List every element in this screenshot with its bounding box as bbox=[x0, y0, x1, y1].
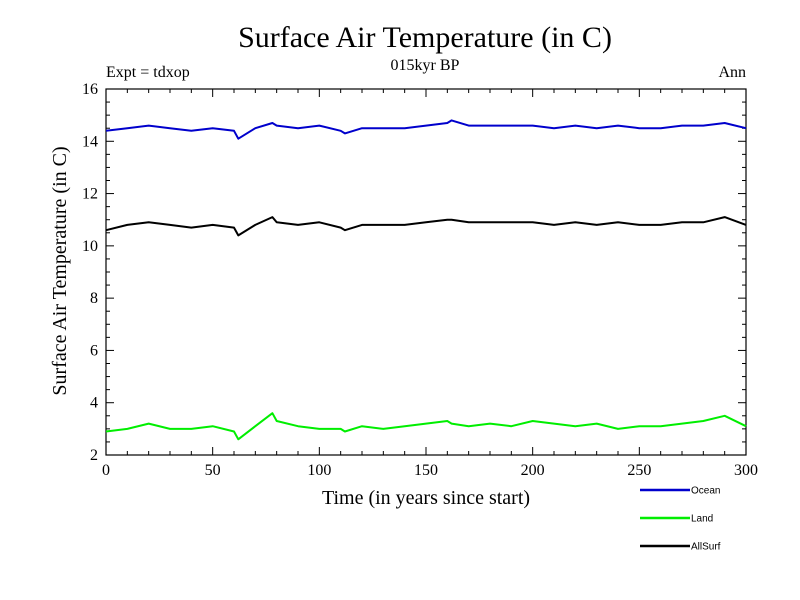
x-tick-label: 200 bbox=[521, 462, 545, 479]
x-axis-label: Time (in years since start) bbox=[322, 487, 530, 509]
legend: Ocean Land AllSurf bbox=[640, 486, 721, 553]
period-label: Ann bbox=[718, 64, 746, 81]
y-tick-label: 8 bbox=[90, 290, 98, 307]
series-line-land bbox=[105, 412, 747, 441]
legend-label: Ocean bbox=[691, 486, 720, 497]
y-tick-label: 16 bbox=[82, 81, 98, 98]
series-line-allsurf bbox=[105, 216, 747, 237]
x-tick-label: 300 bbox=[734, 462, 758, 479]
chart-subtitle: 015kyr BP bbox=[391, 57, 460, 74]
series-line-ocean bbox=[105, 119, 747, 140]
plot-frame bbox=[105, 88, 747, 456]
y-tick-label: 6 bbox=[90, 342, 98, 359]
legend-label: AllSurf bbox=[691, 542, 721, 553]
legend-label: Land bbox=[691, 514, 713, 525]
y-tick-label: 4 bbox=[90, 395, 98, 412]
plot-area: 0 50 100 150 200 250 300 2 4 6 8 10 12 14 16 bbox=[82, 81, 758, 479]
y-tick-label: 14 bbox=[82, 133, 98, 150]
chart-title: Surface Air Temperature (in C) bbox=[238, 21, 612, 54]
x-tick-label: 150 bbox=[414, 462, 438, 479]
x-tick-label: 250 bbox=[627, 462, 651, 479]
y-axis-label: Surface Air Temperature (in C) bbox=[49, 146, 71, 395]
x-tick-label: 100 bbox=[307, 462, 331, 479]
x-tick-label: 0 bbox=[102, 462, 110, 479]
x-tick-label: 50 bbox=[205, 462, 221, 479]
y-tick-label: 10 bbox=[82, 238, 98, 255]
expt-label: Expt = tdxop bbox=[106, 64, 190, 81]
y-tick-label: 12 bbox=[82, 186, 98, 203]
y-tick-label: 2 bbox=[90, 447, 98, 464]
